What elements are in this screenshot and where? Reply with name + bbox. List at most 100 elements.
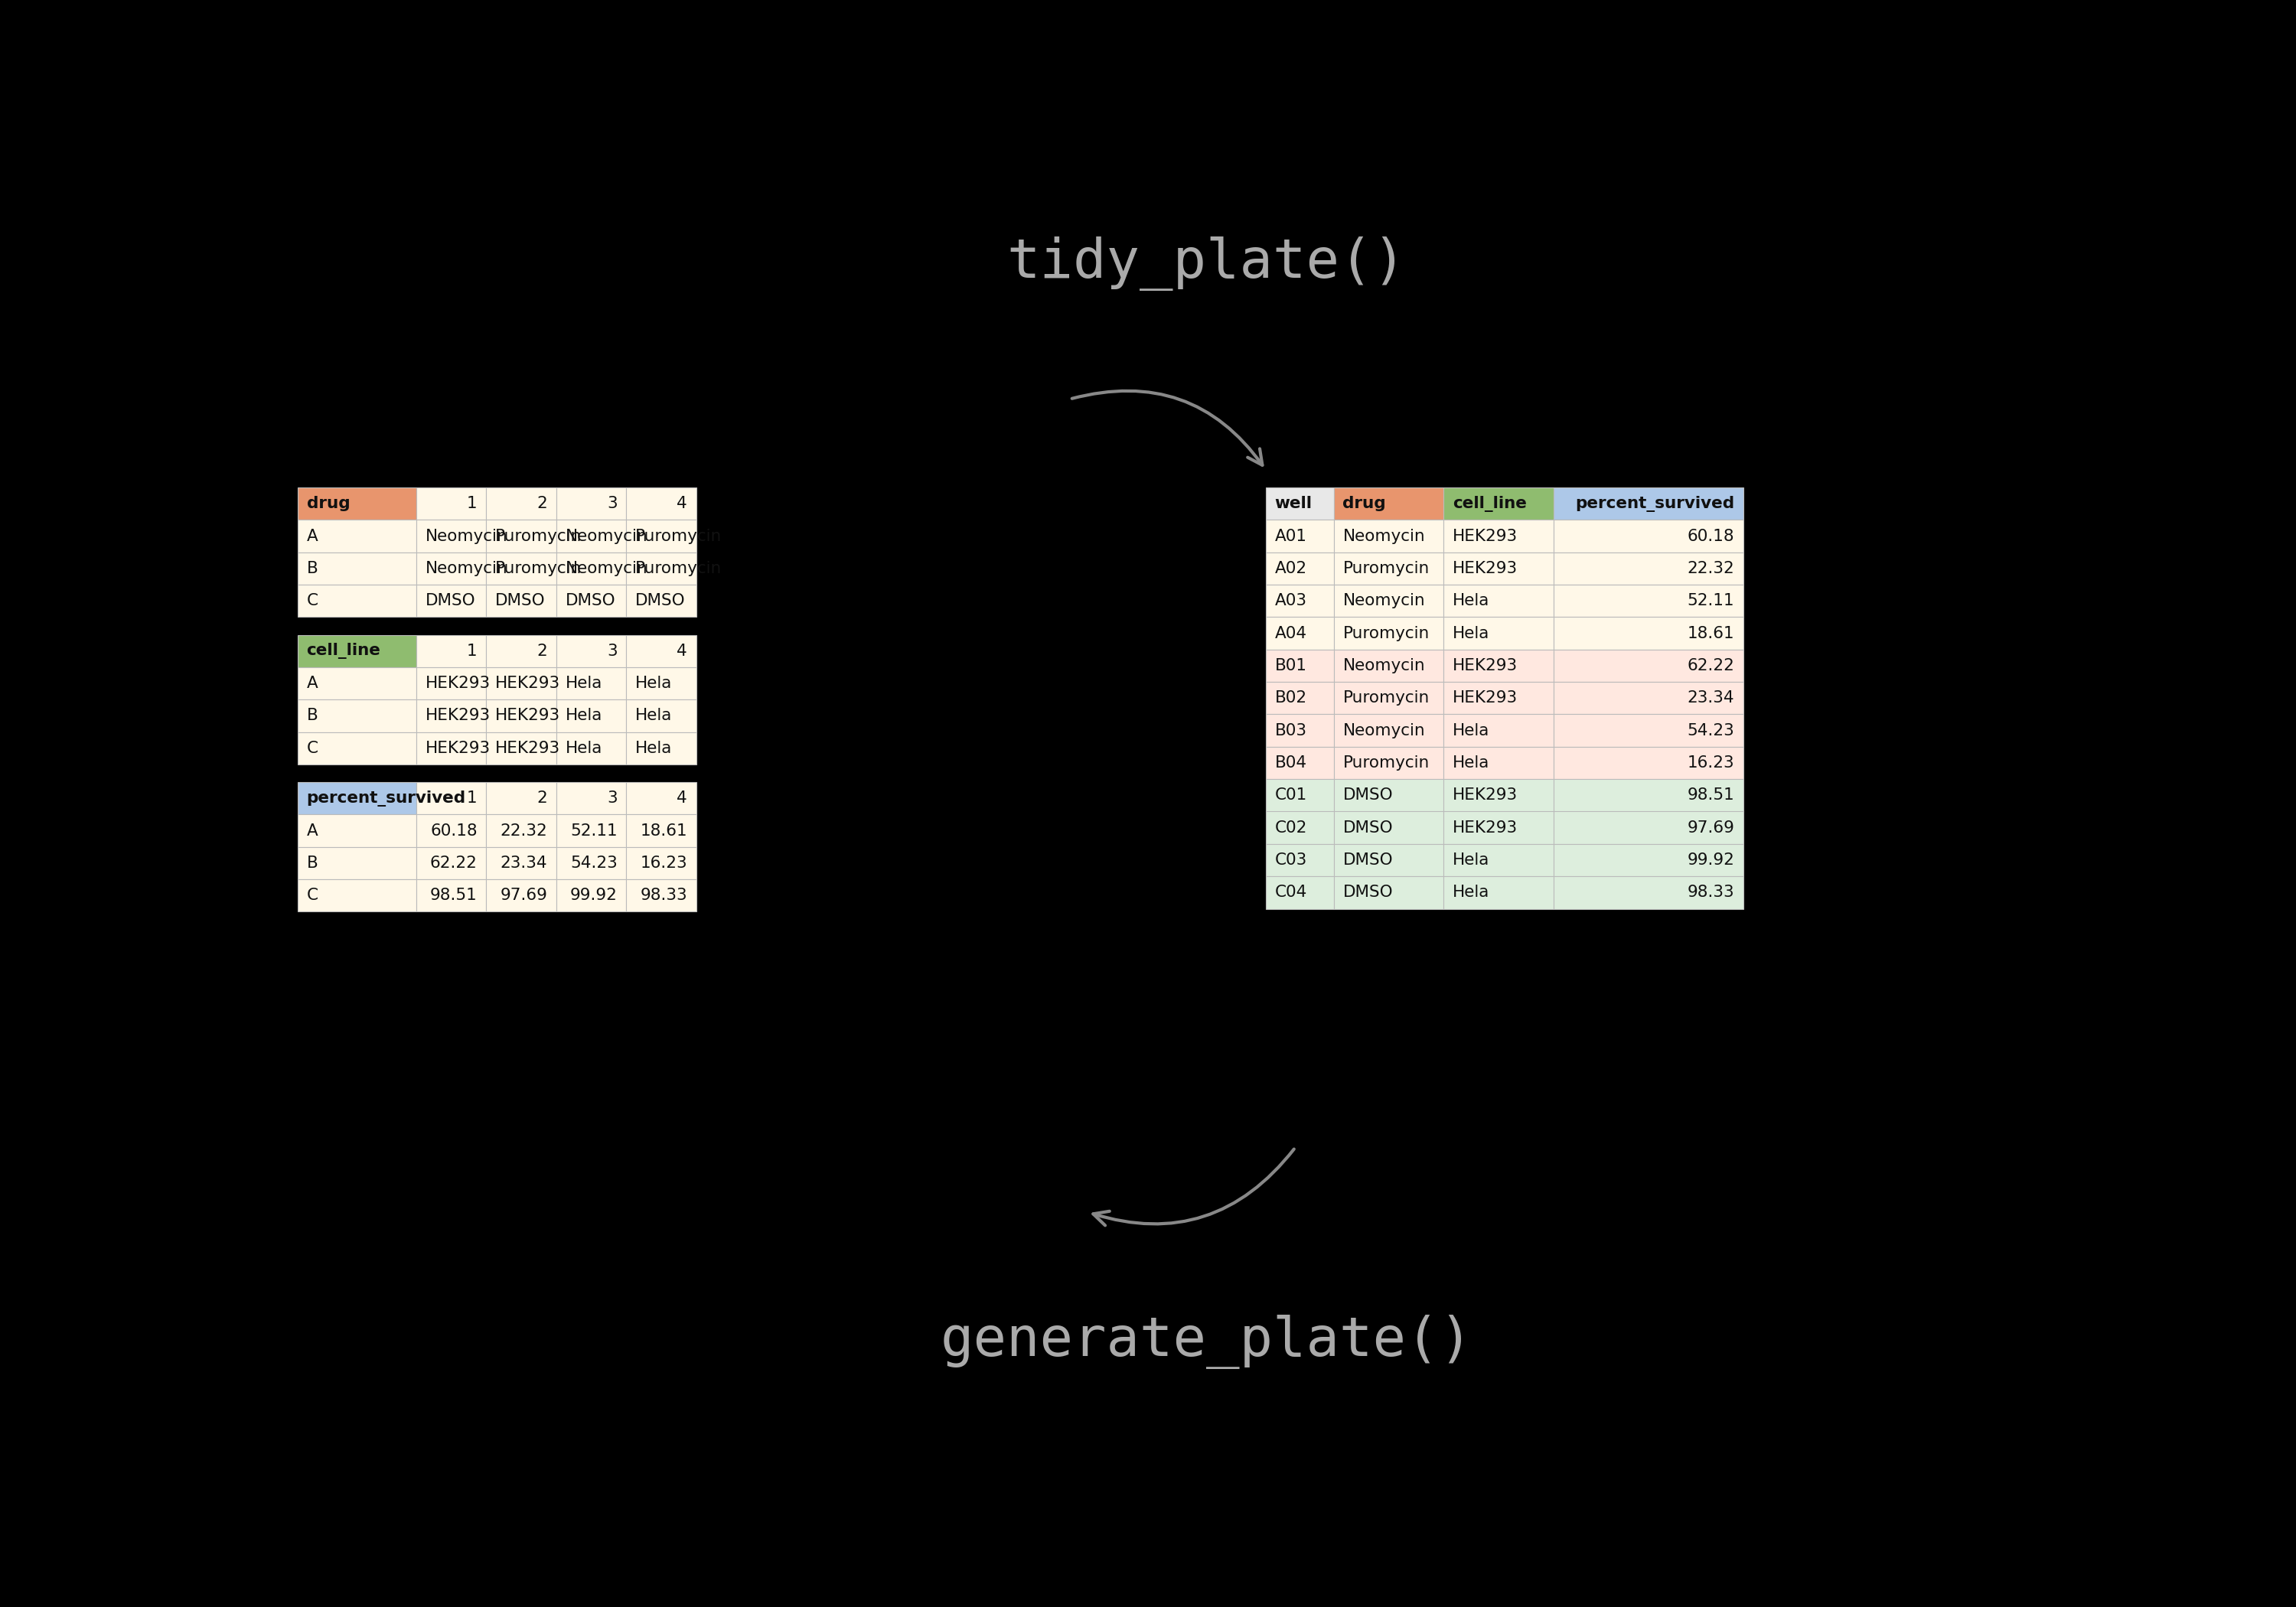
Bar (1265, 779, 1334, 812)
Bar (1554, 812, 1743, 844)
Bar (627, 733, 696, 765)
Bar (1444, 585, 1554, 617)
Text: 52.11: 52.11 (1688, 593, 1733, 609)
Text: B04: B04 (1274, 755, 1306, 771)
Text: 60.18: 60.18 (429, 823, 478, 839)
Text: cell_line: cell_line (1453, 495, 1527, 511)
Bar (1265, 553, 1334, 585)
Bar (1334, 812, 1444, 844)
Bar (1444, 779, 1554, 812)
Bar (1334, 585, 1444, 617)
Bar (298, 847, 416, 879)
Bar (1554, 487, 1743, 521)
Text: 52.11: 52.11 (569, 823, 618, 839)
Text: DMSO: DMSO (1343, 787, 1394, 804)
Bar (1265, 876, 1334, 910)
Bar (1444, 876, 1554, 910)
Bar (416, 815, 487, 847)
Bar (1444, 487, 1554, 521)
Text: 99.92: 99.92 (1688, 852, 1733, 868)
Text: DMSO: DMSO (565, 593, 615, 609)
Text: HEK293: HEK293 (1453, 820, 1518, 836)
Text: 97.69: 97.69 (501, 887, 546, 903)
Bar (298, 699, 416, 733)
Text: B02: B02 (1274, 691, 1306, 705)
Text: 98.33: 98.33 (1688, 885, 1733, 900)
Text: C04: C04 (1274, 885, 1306, 900)
Bar (556, 699, 627, 733)
Text: A03: A03 (1274, 593, 1306, 609)
Bar (298, 783, 416, 815)
Bar (298, 521, 416, 553)
Bar (1265, 844, 1334, 876)
Text: DMSO: DMSO (1343, 820, 1394, 836)
Text: 54.23: 54.23 (569, 855, 618, 871)
Bar (556, 783, 627, 815)
Bar (556, 585, 627, 617)
Text: DMSO: DMSO (636, 593, 687, 609)
Bar (416, 553, 487, 585)
Bar (1444, 747, 1554, 779)
Text: 4: 4 (677, 791, 687, 807)
Text: 99.92: 99.92 (569, 887, 618, 903)
Text: Hela: Hela (1453, 852, 1490, 868)
Text: HEK293: HEK293 (425, 675, 491, 691)
Bar (298, 667, 416, 699)
Bar (627, 487, 696, 521)
Text: B: B (308, 709, 317, 723)
FancyArrowPatch shape (1093, 1149, 1295, 1226)
Text: 98.33: 98.33 (641, 887, 687, 903)
Text: 16.23: 16.23 (1688, 755, 1733, 771)
Text: Hela: Hela (636, 741, 673, 755)
Bar (1554, 617, 1743, 649)
Text: 4: 4 (677, 497, 687, 511)
Bar (1554, 844, 1743, 876)
Bar (1554, 779, 1743, 812)
Text: 22.32: 22.32 (1688, 561, 1733, 577)
Text: 98.51: 98.51 (1688, 787, 1733, 804)
Text: 97.69: 97.69 (1688, 820, 1733, 836)
Text: 3: 3 (606, 497, 618, 511)
Bar (627, 585, 696, 617)
Bar (556, 635, 627, 667)
Bar (556, 553, 627, 585)
Bar (1334, 487, 1444, 521)
Bar (416, 847, 487, 879)
Text: 54.23: 54.23 (1688, 723, 1733, 738)
Text: Neomycin: Neomycin (1343, 657, 1426, 673)
Bar (487, 815, 556, 847)
Text: 98.51: 98.51 (429, 887, 478, 903)
Bar (1334, 714, 1444, 747)
Bar (1554, 714, 1743, 747)
Text: A01: A01 (1274, 529, 1306, 543)
Bar (1444, 844, 1554, 876)
Bar (556, 815, 627, 847)
Text: 18.61: 18.61 (641, 823, 687, 839)
Text: HEK293: HEK293 (1453, 529, 1518, 543)
Bar (1554, 876, 1743, 910)
Bar (487, 733, 556, 765)
Bar (487, 699, 556, 733)
Text: A02: A02 (1274, 561, 1306, 577)
Text: Hela: Hela (636, 675, 673, 691)
Text: Hela: Hela (1453, 723, 1490, 738)
Text: DMSO: DMSO (1343, 852, 1394, 868)
Bar (627, 783, 696, 815)
Bar (416, 585, 487, 617)
Text: DMSO: DMSO (425, 593, 475, 609)
Bar (1334, 617, 1444, 649)
Text: percent_survived: percent_survived (1575, 495, 1733, 511)
Text: B: B (308, 855, 317, 871)
Bar (556, 879, 627, 911)
Text: C01: C01 (1274, 787, 1306, 804)
Bar (416, 521, 487, 553)
Text: Hela: Hela (1453, 885, 1490, 900)
Bar (1265, 617, 1334, 649)
Bar (556, 667, 627, 699)
Text: HEK293: HEK293 (425, 741, 491, 755)
Text: 2: 2 (537, 791, 546, 807)
Text: A: A (308, 675, 317, 691)
Text: Puromycin: Puromycin (636, 561, 721, 577)
Text: 4: 4 (677, 643, 687, 659)
Text: Puromycin: Puromycin (1343, 755, 1430, 771)
